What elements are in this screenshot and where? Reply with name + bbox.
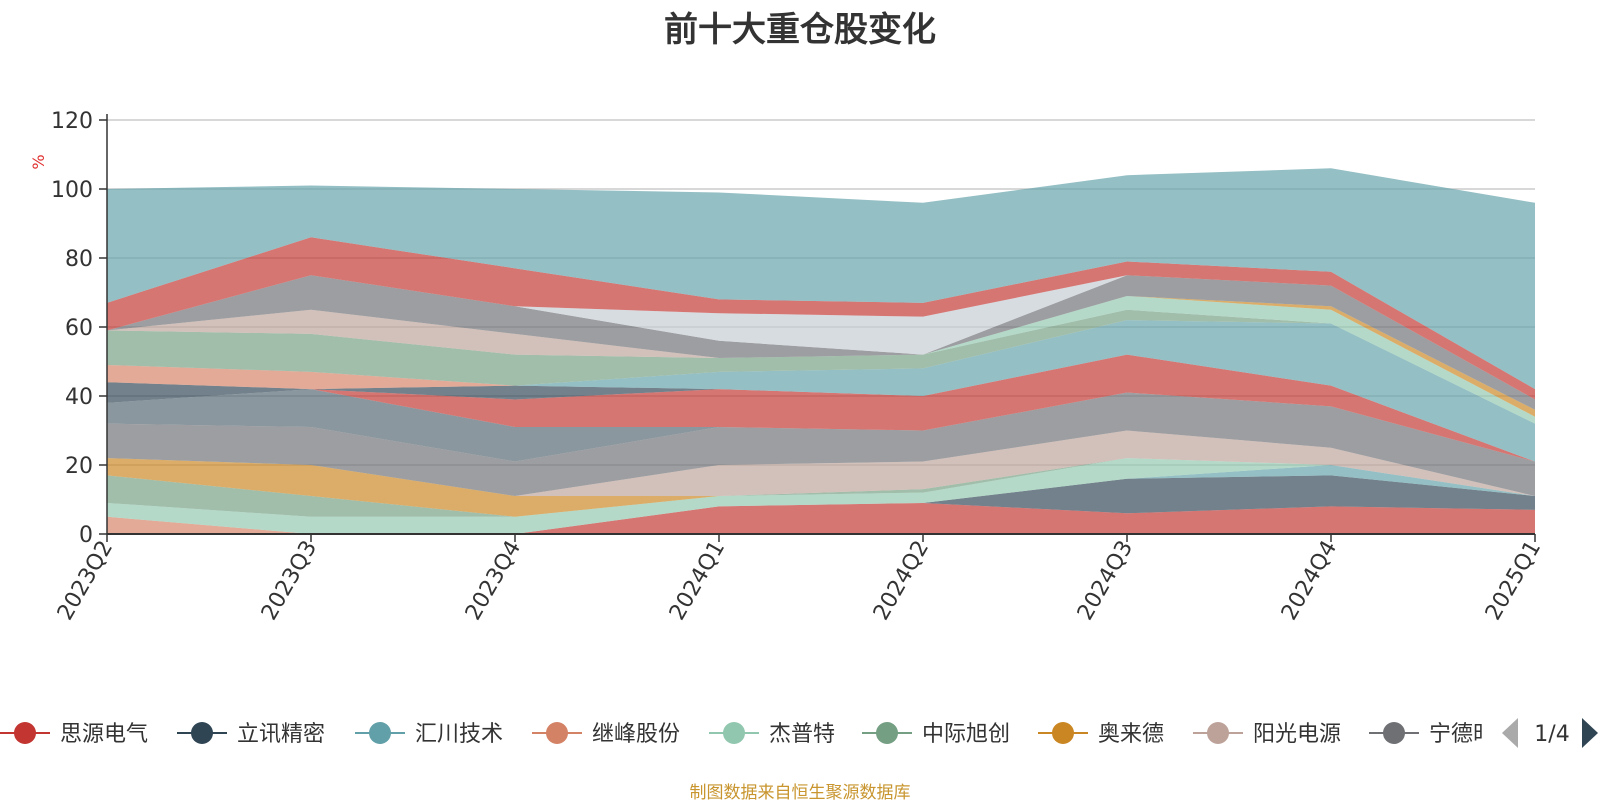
area-series-5 [107,458,1535,534]
area-series-19 [107,275,1535,410]
legend-item[interactable]: 奥来德 [1038,722,1164,747]
area-series-16 [107,309,1535,424]
legend-page-indicator: 1/4 [1534,722,1569,747]
legend-marker [546,722,568,744]
legend-marker [1383,722,1405,744]
area-series-2 [107,475,1535,534]
area-series-1 [107,502,1535,534]
area-series-11 [107,354,1535,462]
legend-item[interactable]: 宁德时代 [1369,722,1517,747]
legend-label: 杰普特 [769,722,835,747]
area-series-15 [107,309,1535,424]
x-tick-label: 2023Q2 [53,537,118,625]
legend-marker [191,722,213,744]
legend: 思源电气 立讯精密 汇川技术 继峰股份 杰普特 中际旭创 奥来德 阳光电源 宁德时代 1/4 [0,718,1598,748]
legend-item[interactable]: 中际旭创 [862,722,1010,747]
y-tick-label: 120 [51,109,93,134]
x-tick-label: 2025Q1 [1481,537,1546,625]
area-series-9 [107,392,1535,497]
x-tick-label: 2024Q4 [1277,537,1342,625]
legend-marker [876,722,898,744]
legend-label: 奥来德 [1098,722,1164,747]
legend-item[interactable]: 思源电气 [0,722,148,747]
legend-label: 汇川技术 [415,722,503,747]
legend-label: 宁德时代 [1429,722,1517,747]
legend-label: 阳光电源 [1253,722,1341,747]
legend-next-icon[interactable] [1582,718,1598,748]
area-series-10 [107,389,1535,462]
y-tick-label: 20 [65,454,93,479]
legend-item[interactable]: 杰普特 [709,722,835,747]
area-series [107,168,1535,534]
x-tick-label: 2024Q3 [1073,537,1138,625]
y-axis-label: % [29,154,48,169]
x-tick-label: 2024Q1 [665,537,730,625]
legend-label: 思源电气 [60,722,148,747]
y-tick-label: 100 [51,178,93,203]
y-tick-label: 80 [65,247,93,272]
y-tick-label: 0 [79,523,93,548]
legend-item[interactable]: 立讯精密 [177,722,325,747]
legend-marker [723,722,745,744]
legend-item[interactable]: 继峰股份 [532,722,680,747]
x-tick-label: 2024Q2 [869,537,934,625]
legend-item[interactable]: 汇川技术 [355,722,503,747]
legend-label: 中际旭创 [922,722,1010,747]
y-tick-label: 60 [65,316,93,341]
chart-title: 前十大重仓股变化 [664,10,936,50]
source-note: 制图数据来自恒生聚源数据库 [689,783,911,803]
legend-marker [14,722,36,744]
x-tick-label: 2023Q4 [461,537,526,625]
area-series-7 [107,458,1535,517]
area-series-22 [107,168,1535,390]
legend-marker [1052,722,1074,744]
legend-item[interactable]: 阳光电源 [1193,722,1341,747]
area-series-20 [107,275,1535,400]
legend-prev-icon[interactable] [1502,718,1518,748]
area-series-21 [107,237,1535,400]
legend-marker [1207,722,1229,744]
legend-marker [369,722,391,744]
legend-label: 立讯精密 [237,722,325,747]
area-series-6 [107,458,1535,517]
legend-label: 继峰股份 [592,722,680,747]
area-series-14 [107,320,1535,462]
y-tick-label: 40 [65,385,93,410]
x-tick-label: 2023Q3 [257,537,322,625]
